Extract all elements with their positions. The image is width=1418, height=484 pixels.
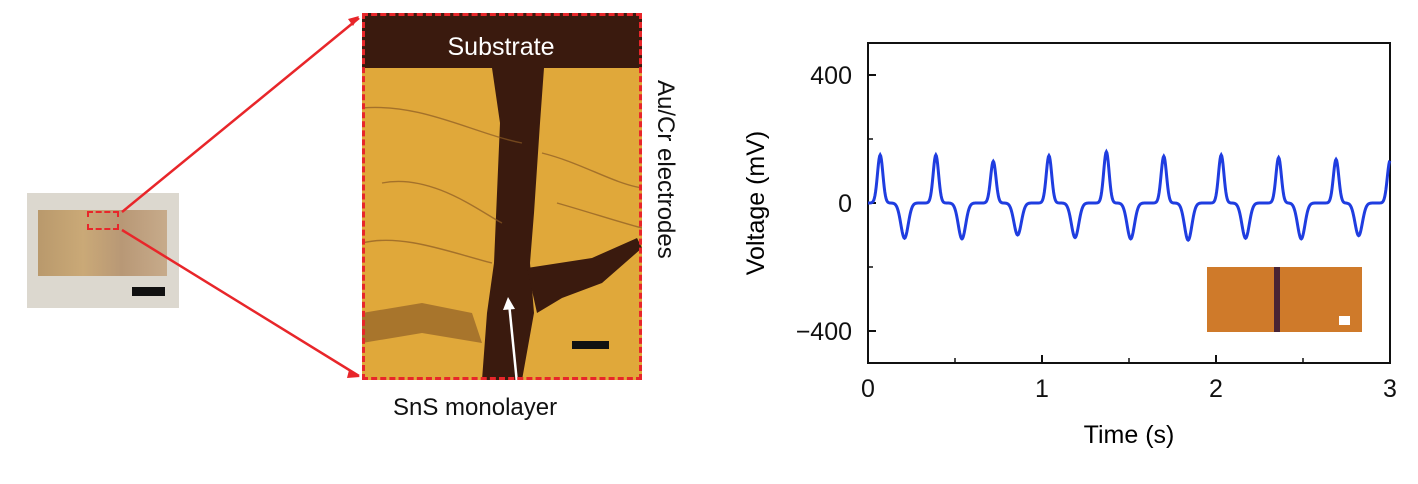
callout-line-top — [121, 17, 360, 213]
x-tick-label: 3 — [1383, 375, 1397, 403]
substrate-gap-branch — [527, 238, 642, 313]
monolayer-label: SnS monolayer — [393, 394, 558, 421]
device-flake-image — [38, 210, 167, 276]
y-tick-label: 400 — [810, 62, 852, 90]
optical-micrograph: Substrate — [362, 13, 642, 380]
flake-edges — [362, 106, 642, 264]
photo-scale-bar — [132, 287, 165, 296]
x-tick-label: 1 — [1035, 375, 1049, 403]
inset-scale-bar — [1339, 316, 1350, 325]
callout-arrowhead-top — [348, 16, 359, 26]
x-tick-label: 0 — [861, 375, 875, 403]
y-axis-label: Voltage (mV) — [742, 131, 770, 276]
monolayer-arrowhead — [503, 297, 515, 310]
micrograph-scale-bar — [572, 341, 609, 349]
monolayer-pointer-arrow — [507, 302, 518, 380]
micrograph-image — [362, 13, 642, 380]
substrate-gap-channel — [482, 68, 544, 380]
micrograph-dashed-frame — [362, 13, 642, 380]
callout-arrowhead-bottom — [347, 370, 360, 378]
y-tick-label: −400 — [796, 318, 852, 346]
device-inset-image — [1207, 267, 1362, 332]
trace-extrema — [880, 151, 1391, 241]
region-of-interest-box — [87, 211, 119, 230]
y-tick-label: 0 — [838, 190, 852, 218]
voltage-trace-line — [868, 148, 1392, 243]
substrate-region — [362, 13, 642, 68]
crack-region — [362, 303, 482, 343]
callout-line-bottom — [121, 228, 360, 378]
inset-channel — [1274, 267, 1280, 332]
x-axis-label: Time (s) — [1084, 421, 1175, 449]
electrodes-label: Au/Cr electrodes — [652, 80, 679, 259]
voltage-chart: 0 1 2 3 400 0 −400 Time (s) Voltage (mV) — [742, 42, 1397, 449]
axis-ticks: 0 1 2 3 400 0 −400 — [796, 62, 1397, 403]
substrate-label: Substrate — [447, 33, 555, 61]
inset-background — [1207, 267, 1362, 332]
x-tick-label: 2 — [1209, 375, 1223, 403]
